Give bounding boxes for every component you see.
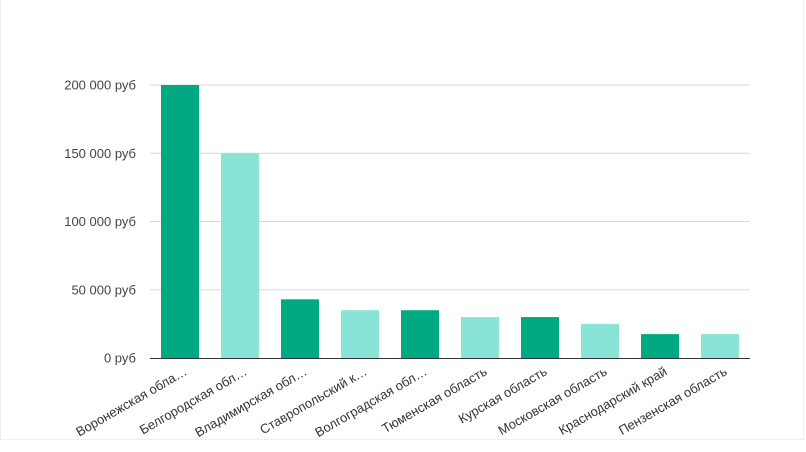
bar[interactable] (701, 334, 739, 358)
bar[interactable] (641, 334, 679, 358)
x-tick-label: Тюменская область (379, 363, 490, 436)
x-tick-label: Волгоградская обл… (312, 364, 429, 440)
y-tick-label: 150 000 руб (64, 146, 136, 161)
chart-frame (0, 0, 804, 440)
x-tick-label: Краснодарский край (556, 364, 670, 438)
y-tick-label: 0 руб (104, 351, 136, 366)
bar[interactable] (461, 317, 499, 358)
x-tick-label: Владимирская обл… (192, 364, 309, 440)
x-tick-label: Воронежская обла… (73, 364, 189, 440)
bar[interactable] (221, 153, 259, 358)
bar[interactable] (341, 310, 379, 358)
bar[interactable] (521, 317, 559, 358)
bar[interactable] (401, 310, 439, 358)
bar[interactable] (581, 323, 619, 358)
bar[interactable] (281, 299, 319, 358)
x-tick-label: Московская область (495, 364, 609, 439)
bar[interactable] (161, 85, 199, 358)
y-tick-label: 200 000 руб (64, 78, 136, 93)
x-tick-label: Пензенская область (616, 363, 730, 437)
y-tick-label: 50 000 руб (71, 282, 136, 297)
y-tick-label: 100 000 руб (64, 214, 136, 229)
